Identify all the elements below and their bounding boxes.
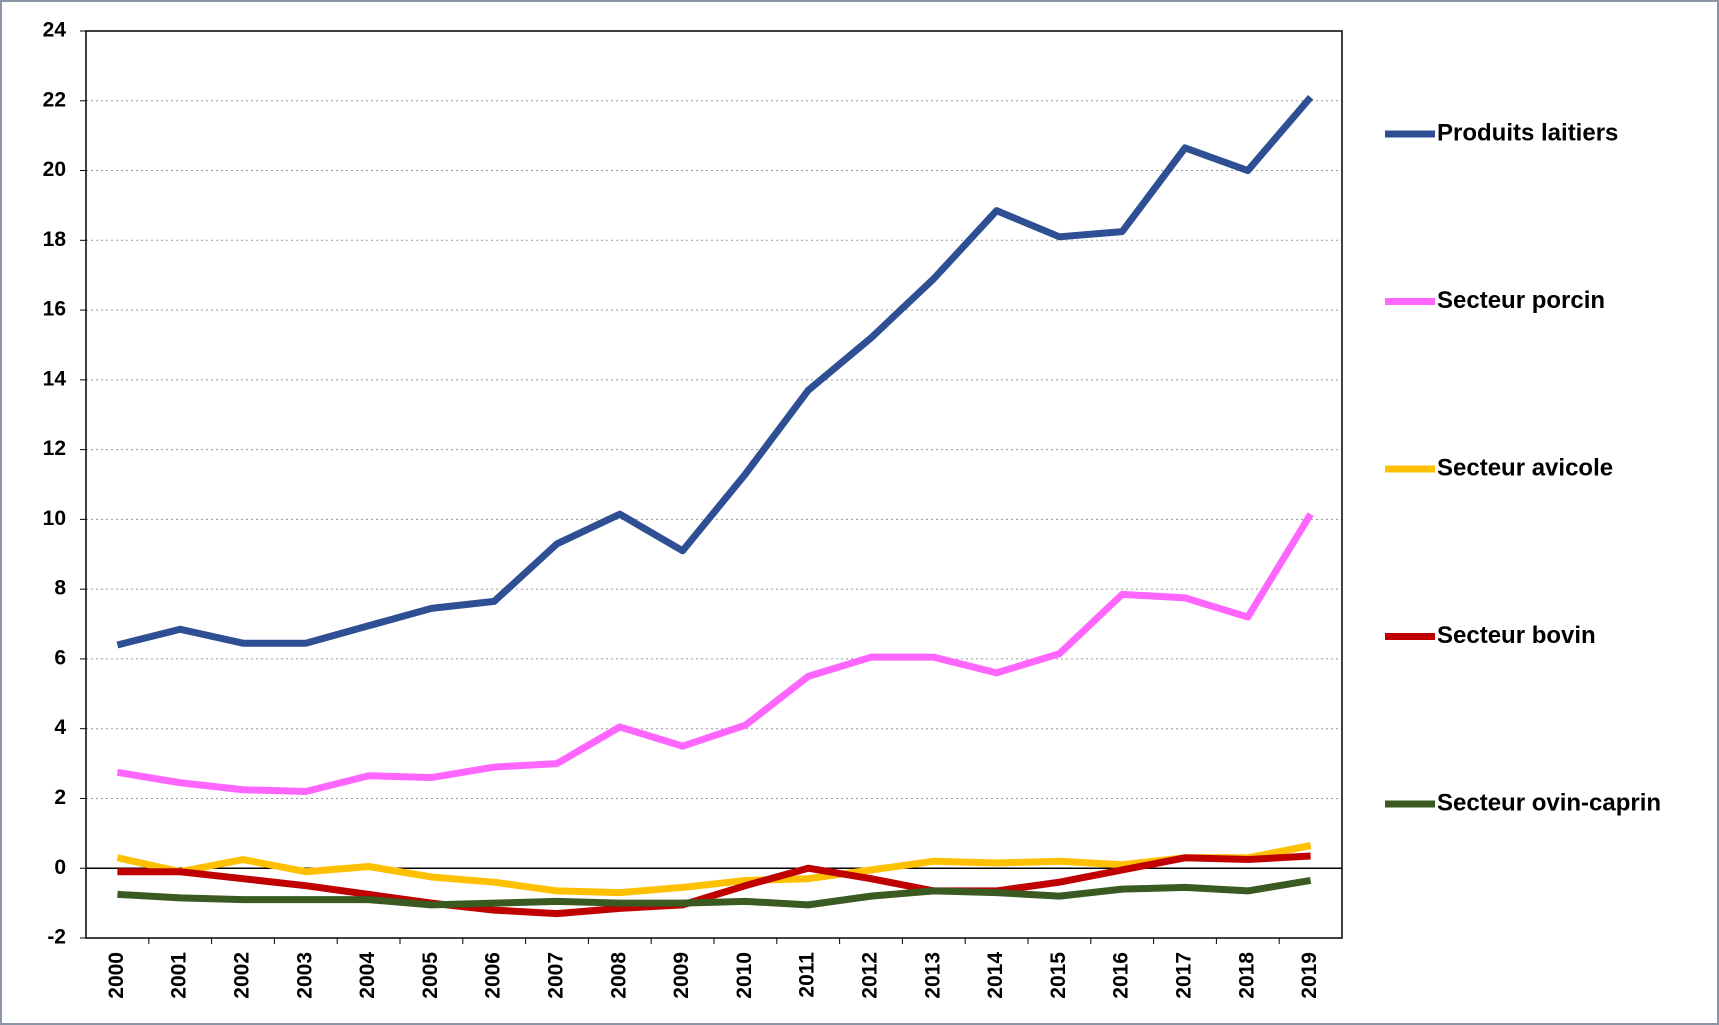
legend-label: Produits laitiers (1437, 119, 1618, 146)
y-tick-label: 8 (54, 577, 66, 600)
series-line (116, 512, 1314, 795)
y-tick-label: 10 (43, 507, 66, 530)
x-tick-label: 2006 (482, 952, 505, 999)
series-line (117, 876, 1312, 909)
y-tick-label: -2 (47, 926, 66, 949)
x-tick-label: 2004 (356, 952, 379, 999)
x-tick-label: 2016 (1110, 952, 1133, 999)
x-tick-label: 2009 (670, 952, 693, 999)
y-tick-label: 14 (43, 367, 67, 390)
x-tick-label: 2005 (419, 952, 442, 999)
legend-label: Secteur ovin-caprin (1437, 789, 1661, 816)
y-tick-label: 6 (54, 646, 66, 669)
y-tick-label: 2 (54, 786, 66, 809)
series-line (116, 842, 1312, 897)
series-line (116, 95, 1314, 649)
x-tick-label: 2001 (168, 952, 191, 999)
y-tick-label: 20 (43, 158, 66, 181)
y-tick-label: 16 (43, 298, 66, 321)
legend-label: Secteur bovin (1437, 622, 1596, 649)
y-tick-label: 0 (54, 856, 66, 879)
x-tick-label: 2012 (859, 952, 882, 999)
y-tick-label: 4 (54, 716, 66, 739)
x-tick-label: 2003 (293, 952, 316, 999)
x-tick-label: 2017 (1173, 952, 1196, 999)
x-tick-label: 2002 (231, 952, 254, 999)
x-tick-label: 2014 (984, 952, 1007, 999)
x-tick-label: 2007 (545, 952, 568, 999)
x-tick-label: 2010 (733, 952, 756, 999)
series-line (117, 852, 1311, 918)
x-tick-label: 2008 (607, 952, 630, 999)
x-tick-label: 2015 (1047, 952, 1070, 999)
y-tick-label: 12 (43, 437, 66, 460)
y-tick-label: 18 (43, 228, 67, 251)
x-tick-label: 2019 (1298, 952, 1321, 999)
x-tick-label: 2018 (1235, 952, 1258, 999)
legend-label: Secteur porcin (1437, 287, 1605, 314)
x-tick-label: 2011 (796, 952, 819, 998)
y-tick-label: 24 (43, 19, 67, 42)
x-tick-label: 2000 (105, 952, 128, 999)
y-tick-label: 22 (43, 88, 66, 111)
legend-label: Secteur avicole (1437, 454, 1613, 481)
x-tick-label: 2013 (921, 952, 944, 999)
